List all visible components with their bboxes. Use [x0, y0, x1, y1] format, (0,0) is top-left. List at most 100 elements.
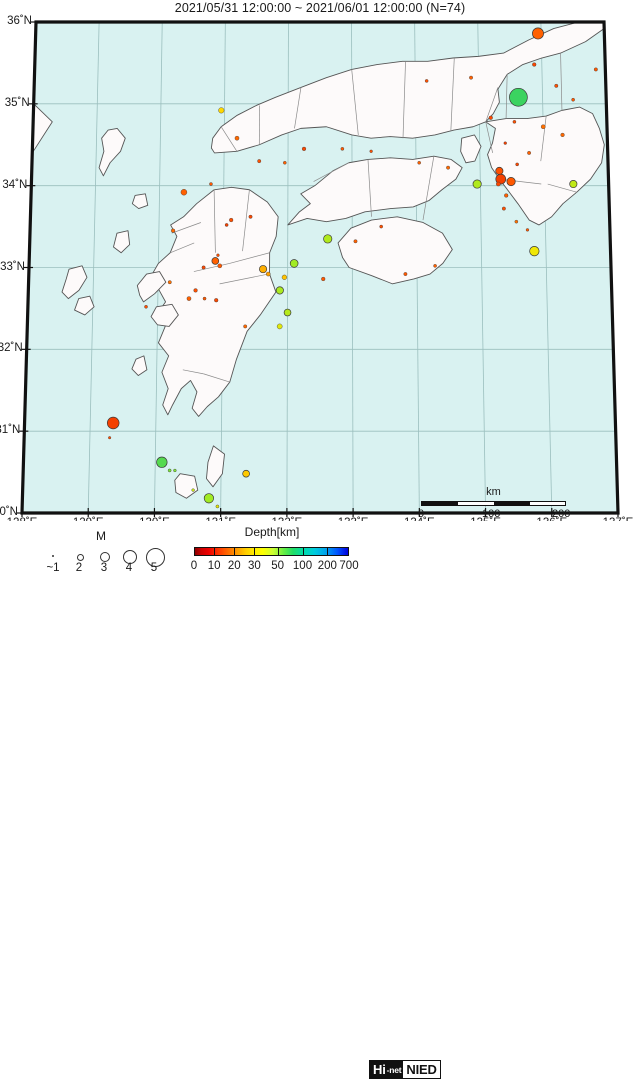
lat-tick-label: 35˚N	[0, 97, 30, 109]
epicenter-marker[interactable]	[526, 228, 529, 231]
epicenter-marker[interactable]	[225, 223, 228, 226]
scale-bar-tick-100: 100	[482, 508, 500, 520]
epicenter-marker[interactable]	[504, 142, 507, 145]
map-canvas[interactable]: 36˚N35˚N34˚N33˚N32˚N31˚N30˚N128˚E129˚E13…	[0, 16, 640, 521]
epicenter-marker[interactable]	[259, 265, 266, 272]
depth-legend-tick-mark	[303, 547, 304, 556]
epicenter-marker[interactable]	[496, 167, 503, 174]
epicenter-marker[interactable]	[212, 258, 219, 265]
epicenter-marker[interactable]	[418, 161, 421, 164]
epicenter-marker[interactable]	[168, 281, 171, 284]
magnitude-legend-item: ~1	[40, 532, 66, 578]
epicenter-marker[interactable]	[218, 264, 222, 268]
epicenter-marker[interactable]	[434, 264, 437, 267]
epicenter-marker[interactable]	[404, 272, 407, 275]
epicenter-marker[interactable]	[290, 259, 298, 267]
epicenter-marker[interactable]	[302, 147, 306, 151]
epicenter-marker[interactable]	[489, 116, 493, 120]
epicenter-marker[interactable]	[282, 275, 287, 280]
epicenter-marker[interactable]	[204, 494, 213, 503]
epicenter-marker[interactable]	[192, 489, 195, 492]
epicenter-marker[interactable]	[555, 84, 558, 87]
epicenter-marker[interactable]	[504, 194, 508, 198]
depth-legend-tick-mark	[234, 547, 235, 556]
epicenter-marker[interactable]	[258, 159, 261, 162]
logo-net-text: -net	[387, 1065, 402, 1075]
magnitude-legend-value: 3	[91, 562, 117, 574]
depth-colorbar	[194, 547, 349, 556]
scale-bar-segment	[494, 502, 530, 505]
epicenter-marker[interactable]	[380, 225, 383, 228]
epicenter-marker[interactable]	[229, 218, 233, 222]
epicenter-marker[interactable]	[216, 505, 219, 508]
epicenter-marker[interactable]	[541, 125, 545, 129]
epicenter-marker[interactable]	[532, 28, 543, 39]
epicenter-marker[interactable]	[187, 297, 191, 301]
epicenter-marker[interactable]	[209, 182, 212, 185]
epicenter-marker[interactable]	[203, 297, 206, 300]
epicenter-marker[interactable]	[572, 98, 575, 101]
epicenter-marker[interactable]	[570, 180, 577, 187]
epicenter-marker[interactable]	[173, 469, 176, 472]
epicenter-marker[interactable]	[594, 68, 597, 71]
epicenter-marker[interactable]	[235, 136, 239, 140]
epicenter-marker[interactable]	[527, 151, 530, 154]
epicenter-marker[interactable]	[370, 150, 373, 153]
epicenter-marker[interactable]	[243, 325, 246, 328]
epicenter-marker[interactable]	[249, 215, 252, 218]
epicenter-marker[interactable]	[532, 63, 536, 67]
epicenter-marker[interactable]	[284, 309, 291, 316]
lat-tick-label: 32˚N	[0, 342, 23, 354]
magnitude-legend-value: ~1	[40, 562, 66, 574]
epicenter-marker[interactable]	[324, 235, 332, 243]
epicenter-marker[interactable]	[217, 254, 220, 257]
epicenter-marker[interactable]	[516, 163, 519, 166]
map-svg	[0, 16, 640, 521]
magnitude-legend-value: 4	[116, 562, 142, 574]
epicenter-marker[interactable]	[321, 277, 325, 281]
depth-legend-value: 50	[264, 560, 292, 572]
epicenter-marker[interactable]	[354, 240, 357, 243]
epicenter-marker[interactable]	[283, 161, 286, 164]
epicenter-marker[interactable]	[266, 272, 270, 276]
epicenter-marker[interactable]	[157, 457, 168, 468]
page-title: 2021/05/31 12:00:00 ~ 2021/06/01 12:00:0…	[0, 1, 640, 15]
epicenter-marker[interactable]	[502, 207, 505, 210]
epicenter-marker[interactable]	[515, 220, 518, 223]
depth-legend-value: 100	[289, 560, 317, 572]
depth-legend-tick-mark	[327, 547, 328, 556]
epicenter-marker[interactable]	[277, 324, 282, 329]
lat-tick-label: 33˚N	[0, 261, 25, 273]
epicenter-marker[interactable]	[214, 298, 218, 302]
epicenter-marker[interactable]	[473, 180, 481, 188]
epicenter-marker[interactable]	[530, 246, 539, 255]
epicenter-marker[interactable]	[509, 88, 527, 106]
scale-bar-unit: km	[421, 486, 566, 498]
epicenter-marker[interactable]	[507, 177, 515, 185]
epicenter-marker[interactable]	[561, 133, 565, 137]
epicenter-marker[interactable]	[425, 79, 428, 82]
epicenter-marker[interactable]	[341, 147, 344, 150]
epicenter-marker[interactable]	[168, 469, 171, 472]
epicenter-marker[interactable]	[181, 189, 187, 195]
epicenter-marker[interactable]	[194, 289, 198, 293]
epicenter-marker[interactable]	[202, 266, 205, 269]
epicenter-marker[interactable]	[513, 120, 516, 123]
epicenter-marker[interactable]	[243, 470, 250, 477]
epicenter-marker[interactable]	[219, 108, 225, 114]
epicenter-marker[interactable]	[496, 182, 500, 186]
magnitude-legend-item: 3	[91, 532, 117, 578]
epicenter-marker[interactable]	[107, 417, 119, 429]
epicenter-marker[interactable]	[276, 287, 283, 294]
epicenter-marker[interactable]	[144, 305, 147, 308]
magnitude-symbol-ring	[100, 552, 111, 563]
lat-tick-label: 34˚N	[0, 179, 27, 191]
epicenter-marker[interactable]	[446, 166, 449, 169]
epicenter-marker[interactable]	[469, 76, 472, 79]
epicenter-marker[interactable]	[171, 229, 175, 233]
scale-bar-tick-0: 0	[418, 508, 424, 520]
logo-hinet-block: Hi-net	[370, 1061, 403, 1078]
epicenter-marker[interactable]	[108, 436, 111, 439]
